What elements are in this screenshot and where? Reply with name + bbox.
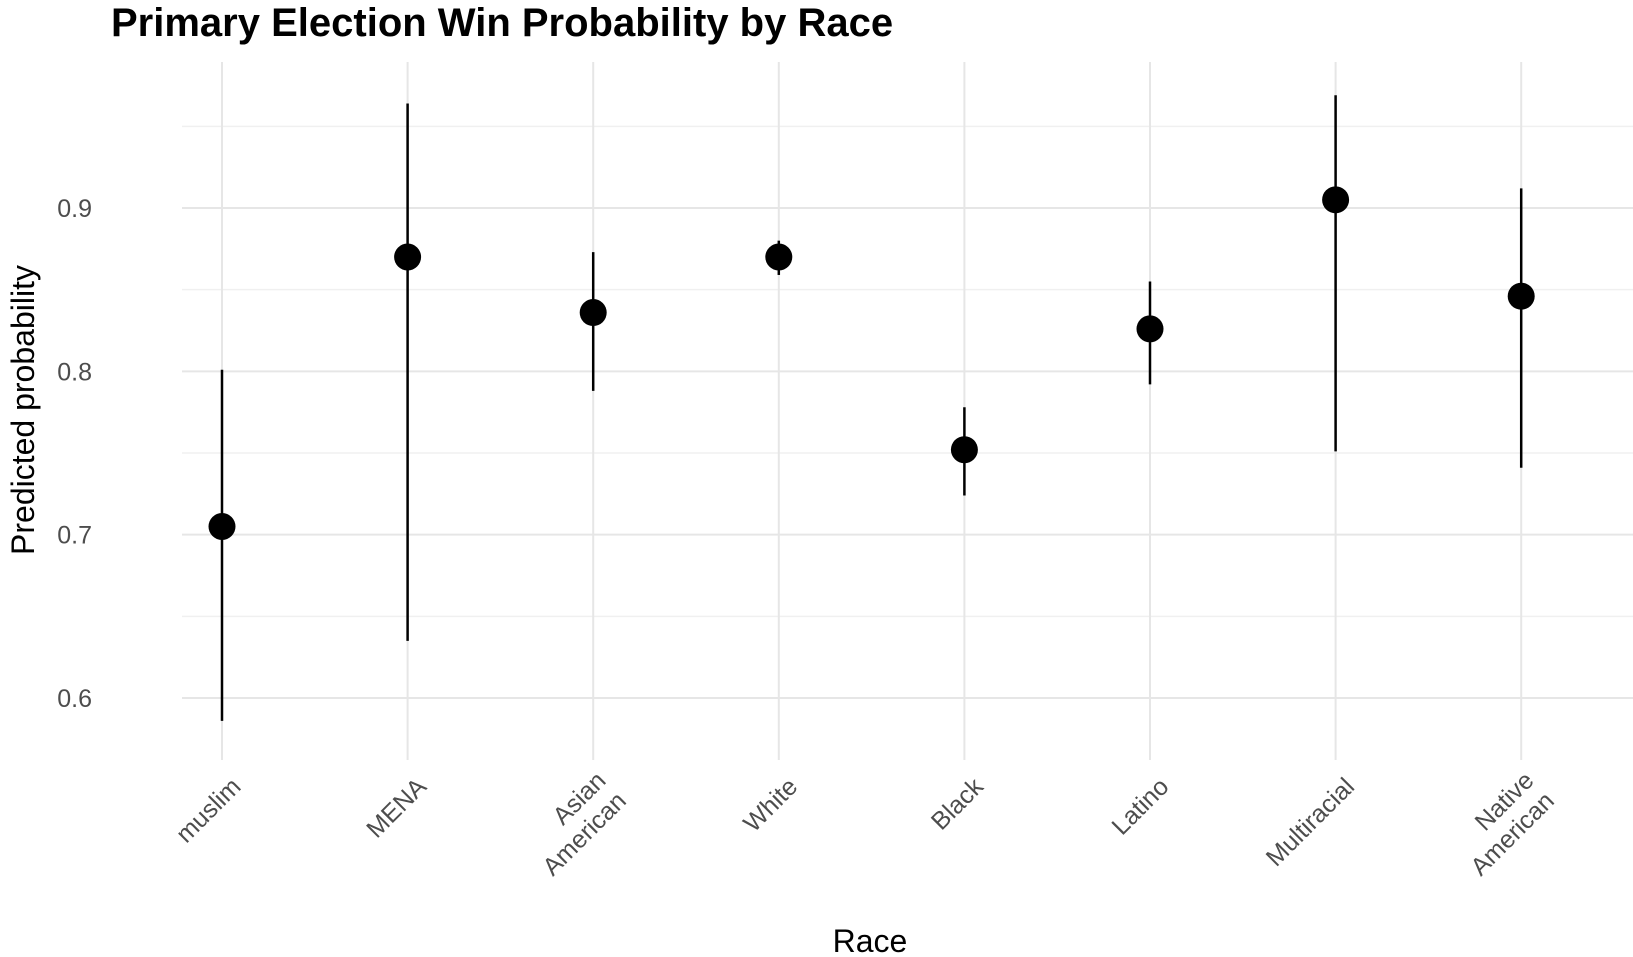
data-point-multiracial [1322, 186, 1350, 214]
x-tick-label-latino: Latino [1106, 773, 1174, 841]
x-tick-label-white: White [738, 773, 803, 838]
y-tick-label: 0.7 [57, 522, 92, 550]
chart-title: Primary Election Win Probability by Race [111, 1, 893, 45]
x-tick-label-asian-american: AsianAmerican [517, 766, 632, 881]
y-tick-label: 0.8 [57, 358, 92, 386]
x-axis-title: Race [833, 923, 908, 957]
y-axis-title: Predicted probability [5, 265, 41, 555]
x-tick-label-native-american: NativeAmerican [1445, 766, 1560, 881]
x-tick-label-black: Black [926, 772, 989, 835]
data-point-black [950, 436, 978, 464]
y-tick-label: 0.6 [57, 685, 92, 713]
x-tick-label-mena: MENA [361, 772, 432, 843]
y-axis: 0.6 0.7 0.8 0.9 [57, 195, 92, 713]
y-tick-label: 0.9 [57, 195, 92, 223]
plot-marks [208, 95, 1535, 721]
x-axis: muslim MENA AsianAmerican White Black Latino M… [171, 766, 1560, 881]
data-point-white [765, 243, 793, 271]
data-point-native-american [1507, 282, 1535, 310]
data-point-mena [394, 243, 422, 271]
x-tick-label-muslim: muslim [171, 773, 247, 849]
data-point-asian-american [579, 299, 607, 327]
data-point-latino [1136, 315, 1164, 343]
grid [182, 62, 1633, 760]
data-point-muslim [208, 513, 236, 540]
x-tick-label-multiracial: Multiracial [1261, 773, 1360, 872]
